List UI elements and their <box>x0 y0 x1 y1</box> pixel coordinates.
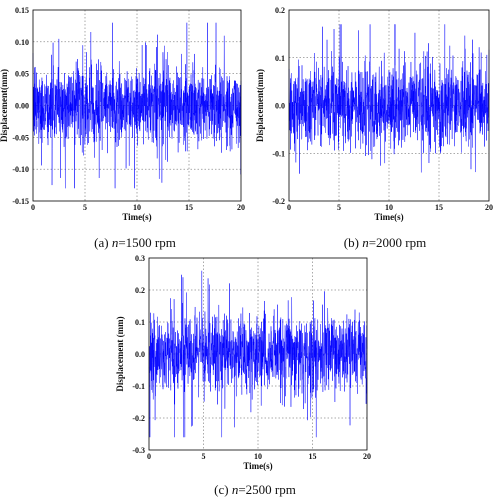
x-tick-label: 10 <box>133 203 141 212</box>
x-tick-label: 20 <box>485 203 493 212</box>
x-tick-label: 20 <box>237 203 245 212</box>
caption-variable: n <box>362 235 369 250</box>
caption-variable: n <box>232 482 239 497</box>
y-tick-label: 0.1 <box>135 318 145 327</box>
y-axis-label: Displacement(mm) <box>0 69 9 142</box>
x-axis-label: Time(s) <box>243 461 272 471</box>
panel-caption: (a) n=1500 rpm <box>94 235 176 250</box>
caption-value: =2500 rpm <box>238 482 296 497</box>
y-tick-label: -0.3 <box>132 446 145 455</box>
caption-prefix: (a) <box>94 235 112 250</box>
chart-panel-3: 0 5 10 15 20 -0.3 -0.2 -0.1 0.0 0.1 0.2 0.3 Time(s) D… <box>115 254 371 497</box>
y-tick-label: -0.05 <box>12 133 29 142</box>
x-tick-label: 20 <box>363 452 371 461</box>
y-tick-label: -0.1 <box>272 149 285 158</box>
y-tick-label: 0.2 <box>275 6 285 15</box>
y-tick-label: -0.2 <box>132 414 145 423</box>
displacement-series-line <box>288 24 490 174</box>
y-tick-label: 0.10 <box>15 38 29 47</box>
plot-frame <box>32 9 242 202</box>
y-tick-label: -0.2 <box>272 197 285 206</box>
x-tick-label: 5 <box>337 203 341 212</box>
y-axis-label: Displacement (mm) <box>115 316 125 391</box>
x-tick-label: 15 <box>435 203 443 212</box>
x-tick-label: 0 <box>147 452 151 461</box>
x-axis-label: Time(s) <box>374 212 403 222</box>
y-tick-label: 0.00 <box>15 102 29 111</box>
x-tick-label: 5 <box>202 452 206 461</box>
x-tick-label: 10 <box>254 452 262 461</box>
caption-variable: n <box>112 235 119 250</box>
y-tick-label: -0.10 <box>12 165 29 174</box>
y-tick-label: -0.1 <box>132 382 145 391</box>
x-tick-label: 5 <box>83 203 87 212</box>
x-tick-label: 15 <box>309 452 317 461</box>
y-tick-label: 0.15 <box>15 6 29 15</box>
x-tick-label: 15 <box>185 203 193 212</box>
caption-value: =1500 rpm <box>118 235 176 250</box>
x-axis-label: Time(s) <box>122 212 151 222</box>
x-tick-label: 0 <box>31 203 35 212</box>
y-tick-label: 0.0 <box>275 102 285 111</box>
y-tick-label: 0.2 <box>135 286 145 295</box>
y-axis-label: Displacement(mm) <box>255 69 265 142</box>
chart-panel-1: 0 5 10 15 20 -0.15 -0.10 -0.05 0.00 0.05 0.10 0.15 T… <box>0 6 245 250</box>
y-tick-label: 0.1 <box>275 54 285 63</box>
caption-prefix: (c) <box>214 482 232 497</box>
y-tick-label: 0.0 <box>135 350 145 359</box>
displacement-series-line <box>32 22 242 189</box>
x-tick-label: 0 <box>287 203 291 212</box>
x-tick-label: 10 <box>385 203 393 212</box>
caption-prefix: (b) <box>344 235 362 250</box>
panel-caption: (c) n=2500 rpm <box>214 482 296 497</box>
caption-value: =2000 rpm <box>369 235 427 250</box>
chart-panel-2: 0 5 10 15 20 -0.2 -0.1 0.0 0.1 0.2 Time(s) Displace… <box>255 6 493 250</box>
plot-frame <box>288 9 490 202</box>
displacement-series-line <box>148 270 368 438</box>
plot-frame <box>148 257 368 451</box>
y-tick-label: -0.15 <box>12 197 29 206</box>
panel-caption: (b) n=2000 rpm <box>344 235 426 250</box>
y-tick-label: 0.3 <box>135 254 145 263</box>
y-tick-label: 0.05 <box>15 70 29 79</box>
